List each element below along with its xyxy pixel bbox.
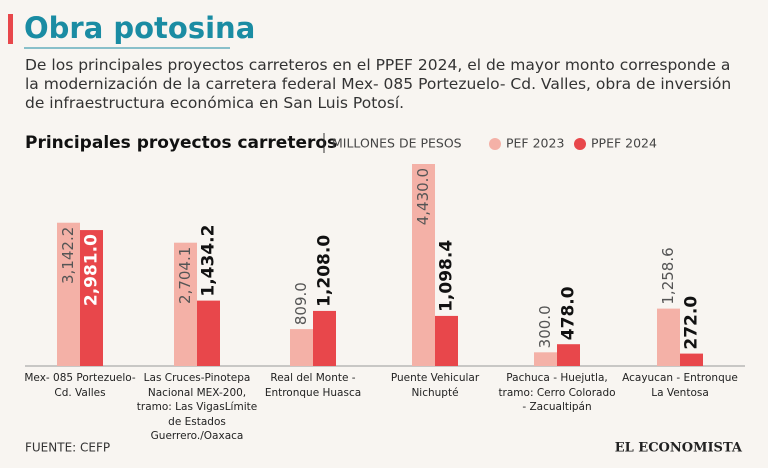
value-label: 1,098.4 (437, 240, 457, 312)
source: FUENTE: CEFP (25, 441, 110, 455)
bar (57, 222, 80, 366)
bar (313, 310, 336, 366)
value-label: 478.0 (559, 286, 579, 340)
bar (290, 329, 313, 366)
bar (680, 353, 703, 366)
title-accent (8, 14, 13, 44)
x-tick-label: Las Cruces-Pinotepa Nacional MEX-200, tr… (136, 372, 258, 442)
value-label: 4,430.0 (414, 168, 432, 225)
description: De los principales proyectos carreteros … (25, 56, 732, 112)
value-label: 300.0 (536, 305, 554, 348)
bar (534, 352, 557, 366)
bar (174, 242, 197, 366)
chart-subtitle: Principales proyectos carreteros (25, 133, 337, 153)
value-label: 2,981.0 (82, 234, 102, 306)
value-label: 1,258.6 (659, 247, 677, 304)
value-label: 1,208.0 (315, 235, 335, 307)
bar (435, 315, 458, 366)
legend-swatch (489, 138, 501, 150)
unit-label: MILLONES DE PESOS (332, 136, 462, 151)
bar (197, 300, 220, 366)
bar (412, 164, 435, 366)
value-label: 272.0 (682, 296, 702, 350)
value-label: 1,434.2 (199, 225, 219, 297)
bar (557, 344, 580, 366)
value-label: 809.0 (292, 282, 310, 325)
legend-label: PPEF 2024 (591, 136, 657, 151)
value-label: 2,704.1 (176, 247, 194, 304)
x-tick-label: Pachuca - Huejutla, tramo: Cerro Colorad… (498, 372, 616, 413)
x-tick-label: Acayucan - Entronque La Ventosa (622, 372, 738, 399)
x-tick-label: Real del Monte - Entronque Huasca (264, 372, 362, 399)
bar (657, 308, 680, 366)
legend-label: PEF 2023 (506, 136, 564, 151)
x-tick-label: Mex- 085 Portezuelo- Cd. Valles (24, 372, 136, 399)
chart-title: Obra potosina (24, 11, 255, 45)
bar (80, 230, 103, 366)
brand: EL ECONOMISTA (615, 441, 743, 456)
legend-swatch (574, 138, 586, 150)
value-label: 3,142.2 (59, 227, 77, 284)
x-tick-label: Puente Vehicular Nichupté (390, 372, 480, 399)
